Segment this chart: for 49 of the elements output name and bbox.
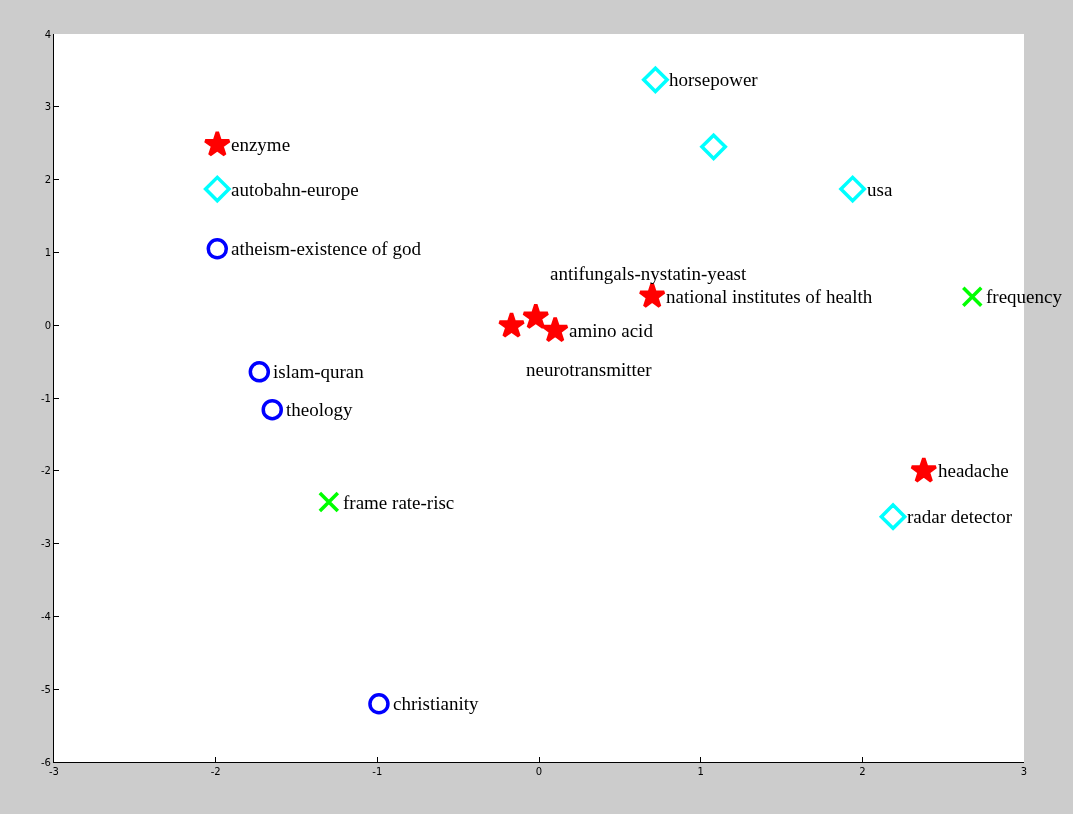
point (879, 503, 907, 531)
point (961, 286, 984, 308)
point (700, 133, 728, 161)
x-tick-label: -1 (372, 766, 383, 777)
x-tick-label: -2 (210, 766, 221, 777)
y-tick-label: -4 (41, 610, 51, 622)
point (203, 130, 232, 157)
y-tick-label: -1 (41, 392, 51, 404)
annotation: neurotransmitter (526, 359, 653, 380)
point (206, 238, 229, 260)
annotation: islam-quran (273, 361, 365, 382)
y-tick-label: -2 (41, 465, 51, 477)
annotation: theology (286, 399, 353, 420)
annotation: christianity (393, 693, 479, 714)
y-tick-label: -3 (41, 538, 51, 550)
point (203, 175, 231, 203)
point (839, 175, 867, 203)
annotation: frequency (986, 286, 1063, 307)
y-tick-label: -5 (41, 683, 51, 695)
point (910, 456, 938, 483)
point (248, 361, 271, 383)
point (497, 311, 526, 338)
y-tick-label: 1 (44, 246, 51, 258)
y-tick-label: -6 (41, 756, 51, 768)
annotation: amino acid (569, 320, 654, 341)
annotation: headache (938, 460, 1009, 481)
annotation: horsepower (669, 69, 759, 90)
x-tick-label: 3 (1020, 766, 1028, 777)
annotation: antifungals-nystatin-yeast (550, 263, 747, 284)
annotation: usa (867, 179, 893, 200)
y-tick-label: 3 (44, 101, 51, 113)
point (641, 66, 669, 94)
annotation: autobahn-europe (231, 179, 359, 200)
point (541, 315, 569, 343)
x-tick-label: 0 (535, 766, 543, 777)
annotation: atheism-existence of god (231, 238, 422, 259)
point (368, 693, 390, 715)
x-tick-label: 2 (859, 766, 866, 777)
annotation: enzyme (231, 134, 291, 155)
x-tick-label: 1 (697, 766, 704, 777)
annotation: national institutes of health (666, 286, 873, 307)
point (522, 302, 550, 330)
annotation: radar detector (907, 506, 1013, 527)
y-tick-label: 2 (44, 174, 51, 186)
point (318, 491, 340, 513)
y-tick-label: 0 (44, 319, 51, 331)
point (261, 398, 283, 421)
y-tick-label: 4 (44, 28, 51, 40)
annotation: frame rate-risc (343, 492, 455, 513)
